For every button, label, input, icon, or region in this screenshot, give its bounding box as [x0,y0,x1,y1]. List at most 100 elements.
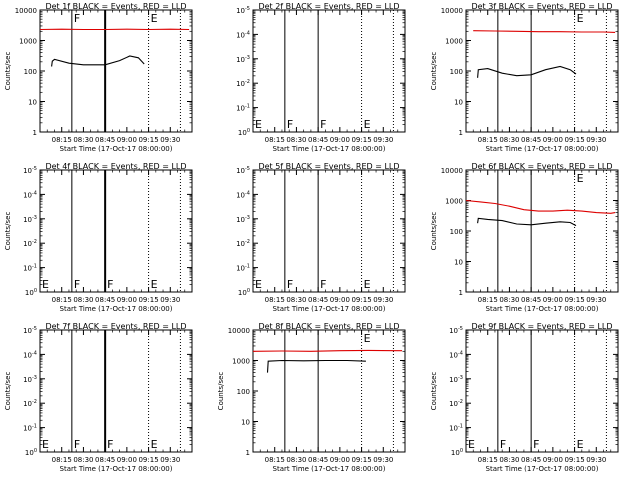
y-tick-exponent: 0 [460,448,463,454]
x-axis-label: Start Time (17-Oct-17 08:00:00) [273,305,386,313]
plot-frame [252,9,406,133]
time-marker-label: E [364,332,371,345]
y-tick-label: 10000 [15,7,37,15]
detector-panel-5: Det 5f BLACK = Events, RED = LLD10010-11… [236,162,406,313]
y-tick-exponent: -3 [458,375,463,381]
x-tick-label: 09:30 [160,296,180,304]
side-marker-label: E [42,438,49,451]
detector-panel-8: Det 8f BLACK = Events, RED = LLD 1 10 100 10… [217,322,406,473]
y-axis-label: Counts/sec [4,372,12,411]
x-tick-label: 08:30 [286,456,306,464]
y-tick-label: 1 [246,449,250,457]
x-tick-label: 08:45 [95,456,115,464]
time-marker-label: E [151,278,158,291]
lld-series-line [465,199,616,214]
y-tick-exponent: -4 [32,350,37,356]
y-tick-label: 10-5 [236,166,250,175]
time-marker-label: E [577,438,584,451]
x-tick-label: 09:00 [543,456,563,464]
time-marker-label: F [287,118,293,131]
x-tick-label: 09:15 [564,456,584,464]
time-marker-label: E [151,438,158,451]
y-tick-base: 10 [238,289,247,297]
y-tick-base: 10 [236,265,245,273]
y-tick-label: 100 [451,448,463,457]
y-tick-label: 100 [238,288,250,297]
plot-frame [465,329,619,453]
panel-title: Det 2f BLACK = Events, RED = LLD [258,2,399,11]
y-tick-exponent: -1 [32,424,37,430]
y-tick-label: 10-2 [236,239,250,248]
x-tick-label: 08:30 [286,136,306,144]
x-tick-label: 09:15 [564,136,584,144]
y-tick-exponent: -5 [32,166,37,172]
y-tick-label: 10-1 [23,264,37,273]
y-tick-label: 1000 [232,358,250,366]
y-tick-label: 10-5 [449,326,463,335]
x-tick-label: 08:30 [499,456,519,464]
x-tick-label: 08:45 [308,136,328,144]
y-tick-exponent: -4 [245,30,250,36]
x-tick-label: 08:15 [265,456,285,464]
y-tick-label: 10-4 [449,350,463,359]
y-tick-base: 10 [236,191,245,199]
y-tick-label: 10-3 [449,375,463,384]
y-tick-label: 1 [33,129,37,137]
time-marker-label: F [74,12,80,25]
side-marker-label: E [255,118,262,131]
x-tick-label: 08:30 [499,296,519,304]
y-tick-label: 10000 [228,327,250,335]
x-tick-label: 08:15 [52,296,72,304]
y-tick-label: 1 [459,129,463,137]
y-tick-exponent: -3 [32,375,37,381]
x-tick-label: 09:00 [330,136,350,144]
y-tick-label: 100 [450,228,463,236]
x-tick-label: 09:30 [373,136,393,144]
y-tick-label: 100 [237,388,250,396]
x-tick-label: 08:30 [73,136,93,144]
y-tick-label: 10 [28,99,37,107]
time-marker-label: F [107,438,113,451]
plot-frame [252,169,406,293]
events-series-line [477,65,577,78]
y-tick-base: 10 [23,351,32,359]
events-series-line [266,359,366,373]
x-tick-label: 09:30 [160,456,180,464]
time-marker-label: F [533,438,539,451]
panel-title: Det 1f BLACK = Events, RED = LLD [45,2,186,11]
x-tick-label: 09:30 [373,456,393,464]
y-tick-label: 100 [238,128,250,137]
time-marker-label: E [364,118,371,131]
y-tick-base: 10 [236,240,245,248]
detector-panel-9: Det 9f BLACK = Events, RED = LLD10010-11… [430,322,619,473]
x-tick-label: 09:30 [160,136,180,144]
x-tick-label: 08:45 [95,296,115,304]
x-tick-label: 09:15 [138,456,158,464]
y-tick-label: 1000 [445,198,463,206]
y-tick-label: 10-2 [23,239,37,248]
time-marker-label: F [74,438,80,451]
y-axis-label: Counts/sec [4,212,12,251]
y-tick-label: 10-5 [23,326,37,335]
panel-title: Det 7f BLACK = Events, RED = LLD [45,322,186,331]
y-tick-base: 10 [23,240,32,248]
time-marker-label: E [151,12,158,25]
y-tick-exponent: -1 [32,264,37,270]
panel-title: Det 4f BLACK = Events, RED = LLD [45,162,186,171]
y-tick-base: 10 [236,80,245,88]
x-axis-label: Start Time (17-Oct-17 08:00:00) [486,145,599,153]
x-tick-label: 08:45 [95,136,115,144]
y-tick-exponent: -4 [32,190,37,196]
y-tick-exponent: -4 [245,190,250,196]
x-tick-label: 09:00 [117,296,137,304]
y-tick-exponent: -3 [32,215,37,221]
y-tick-label: 10-2 [236,79,250,88]
y-tick-label: 10-3 [23,375,37,384]
y-tick-label: 10-5 [23,166,37,175]
time-marker-label: E [364,278,371,291]
y-tick-base: 10 [23,265,32,273]
y-tick-exponent: -1 [458,424,463,430]
y-tick-base: 10 [451,449,460,457]
x-tick-label: 09:15 [351,136,371,144]
y-tick-label: 10-4 [23,190,37,199]
